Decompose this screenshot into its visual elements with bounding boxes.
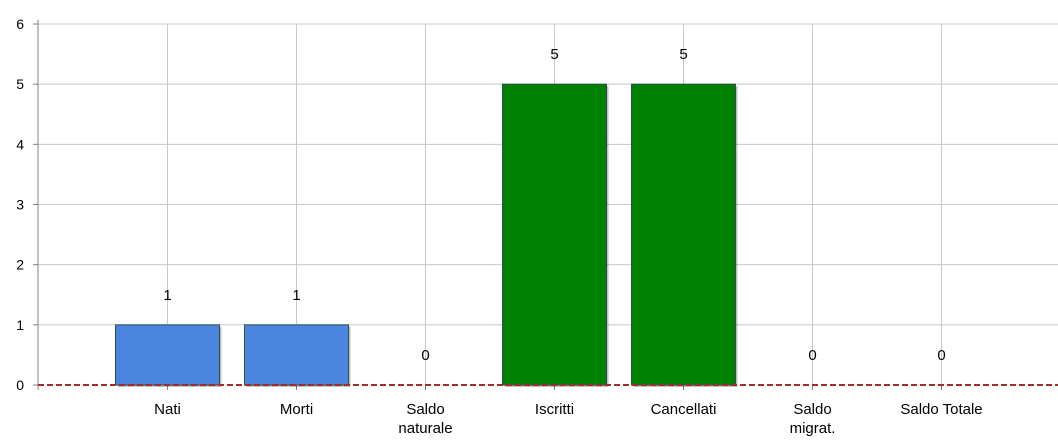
y-tick-label: 1: [16, 317, 24, 333]
x-tick-label: Saldo migrat.: [790, 401, 836, 437]
bar: [115, 324, 220, 386]
bar-value-label: 0: [808, 347, 816, 364]
bar-value-label: 1: [292, 287, 300, 304]
x-tick-label: Saldo naturale: [398, 401, 452, 437]
bar-value-label: 0: [421, 347, 429, 364]
bar: [502, 83, 607, 386]
y-tick-label: 2: [16, 257, 24, 273]
y-tick-label: 5: [16, 76, 24, 92]
bar-value-label: 5: [679, 46, 687, 63]
y-tick-label: 6: [16, 16, 24, 32]
bars: [115, 83, 738, 388]
bar-value-label: 5: [550, 46, 558, 63]
y-tick-label: 4: [16, 136, 24, 152]
x-tick-label: Morti: [280, 401, 313, 418]
x-tick-label: Saldo Totale: [900, 401, 982, 418]
x-tick-label: Iscritti: [535, 401, 574, 418]
bar-value-label: 1: [163, 287, 171, 304]
x-tick-label: Nati: [154, 401, 181, 418]
bar: [631, 83, 736, 386]
bar: [244, 324, 349, 386]
x-tick-label: Cancellati: [651, 401, 717, 418]
y-tick-label: 3: [16, 197, 24, 213]
bar-value-label: 0: [937, 347, 945, 364]
y-tick-label: 0: [16, 377, 24, 393]
labels: 0 1 2 3 4 5 6 1 Nati 1 Morti 0 Saldo naturale 5 Iscritt…: [16, 16, 982, 437]
